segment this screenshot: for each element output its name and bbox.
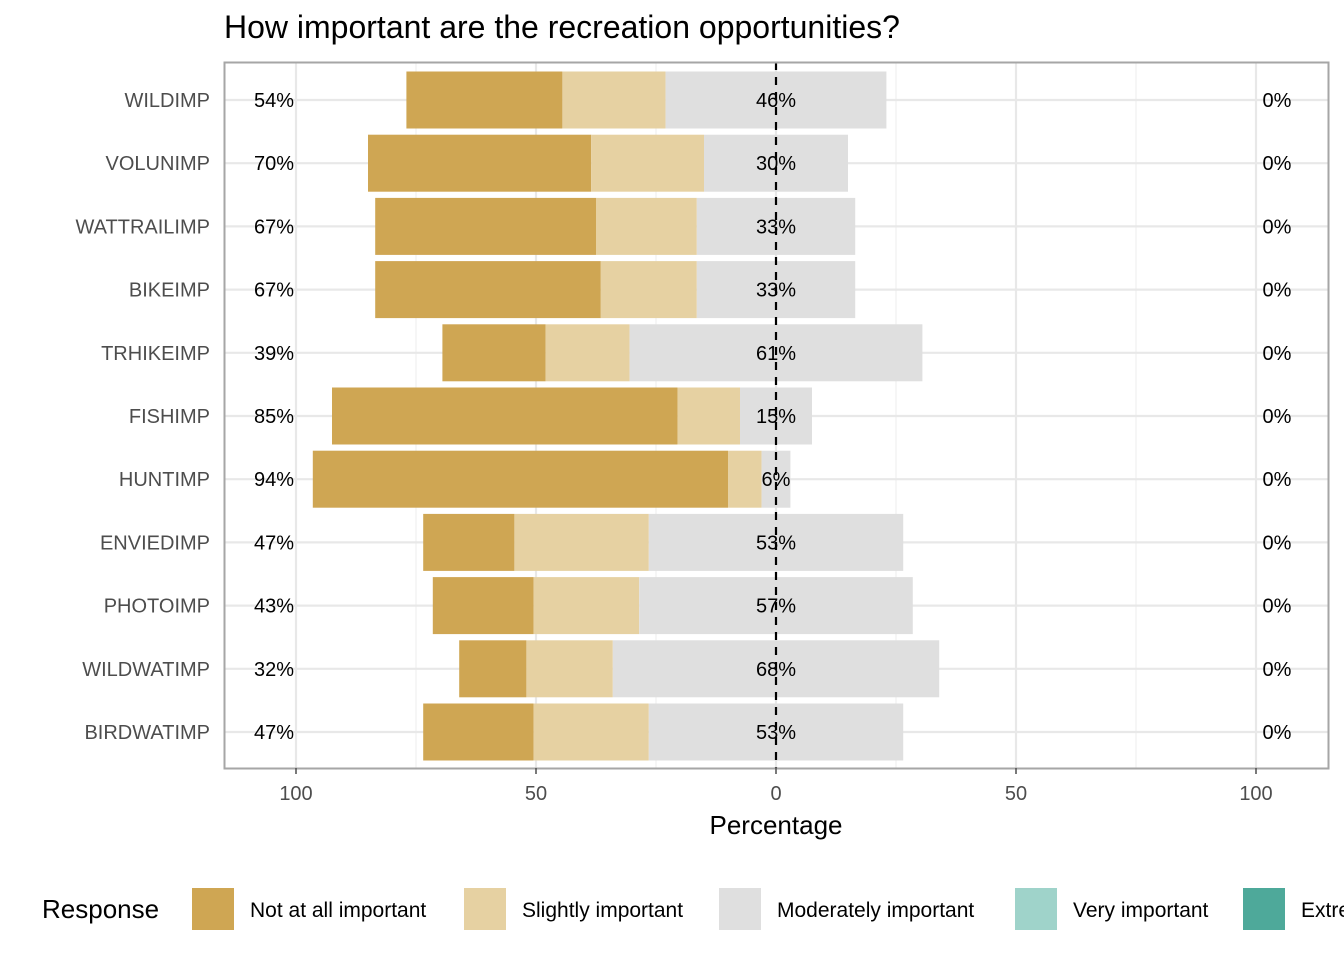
percent-label-right: 0% [1263, 406, 1292, 428]
legend-label: Slightly important [522, 899, 683, 922]
percent-label-left: 54% [254, 90, 294, 112]
category-label: ENVIEDIMP [100, 532, 210, 554]
bar-slightly-important [533, 577, 640, 635]
legend-label: Not at all important [250, 899, 426, 922]
legend-label: Moderately important [777, 899, 974, 922]
percent-label-right: 0% [1263, 90, 1292, 112]
percent-label-right: 0% [1263, 343, 1292, 365]
bars-layer [312, 71, 940, 761]
category-label: VOLUNIMP [106, 153, 210, 175]
percent-label-right: 0% [1263, 722, 1292, 744]
legend-label: Extre [1301, 899, 1344, 922]
legend-key [1243, 888, 1285, 930]
bar-not-at-all-important [375, 197, 596, 255]
category-label: WATTRAILIMP [76, 216, 210, 238]
percent-label-center: 33% [756, 216, 796, 238]
bar-not-at-all-important [406, 71, 563, 129]
bar-not-at-all-important [432, 577, 534, 635]
legend-key [192, 888, 234, 930]
percent-label-right: 0% [1263, 596, 1292, 618]
bar-slightly-important [562, 71, 666, 129]
bar-not-at-all-important [375, 261, 601, 319]
percent-label-right: 0% [1263, 153, 1292, 175]
x-tick-label: 0 [770, 783, 781, 805]
percent-label-left: 85% [254, 406, 294, 428]
category-label: PHOTOIMP [104, 596, 210, 618]
bar-slightly-important [533, 703, 649, 761]
bar-not-at-all-important [423, 513, 515, 571]
percent-label-right: 0% [1263, 280, 1292, 302]
bar-slightly-important [526, 640, 613, 698]
bar-slightly-important [728, 450, 762, 508]
percent-label-left: 94% [254, 469, 294, 491]
percent-label-right: 0% [1263, 469, 1292, 491]
category-labels: WILDIMP VOLUNIMP WATTRAILIMP BIKEIMP TRHIKEI… [76, 90, 210, 744]
bar-slightly-important [600, 261, 697, 319]
category-label: WILDIMP [124, 90, 210, 112]
percent-label-center: 53% [756, 532, 796, 554]
x-tick-label: 100 [279, 783, 312, 805]
percent-label-center: 15% [756, 406, 796, 428]
bar-not-at-all-important [423, 703, 534, 761]
chart-title: How important are the recreation opportu… [224, 9, 900, 45]
percent-label-center: 33% [756, 280, 796, 302]
percent-label-center: 68% [756, 659, 796, 681]
percent-labels: 54% 46% 0% 70% 30% 0% 67% 33% 0% 67% 33% 0% 39% 61% 0%… [254, 90, 1292, 744]
percent-label-center: 30% [756, 153, 796, 175]
legend-key [464, 888, 506, 930]
percent-label-center: 61% [756, 343, 796, 365]
percent-label-left: 70% [254, 153, 294, 175]
percent-label-left: 39% [254, 343, 294, 365]
percent-label-right: 0% [1263, 659, 1292, 681]
percent-label-left: 32% [254, 659, 294, 681]
percent-label-left: 47% [254, 722, 294, 744]
percent-label-left: 67% [254, 216, 294, 238]
category-label: WILDWATIMP [82, 659, 210, 681]
category-label: FISHIMP [129, 406, 210, 428]
percent-label-center: 6% [762, 469, 791, 491]
percent-label-center: 57% [756, 596, 796, 618]
bar-not-at-all-important [332, 387, 678, 445]
x-tick-label: 50 [1005, 783, 1027, 805]
legend: Response Not at all important Slightly im… [42, 888, 1344, 930]
bar-slightly-important [545, 324, 630, 382]
bar-not-at-all-important [312, 450, 728, 508]
bar-not-at-all-important [368, 134, 592, 192]
x-tick-label: 100 [1239, 783, 1272, 805]
bar-slightly-important [677, 387, 740, 445]
category-label: HUNTIMP [119, 469, 210, 491]
x-tick-label: 50 [525, 783, 547, 805]
legend-title: Response [42, 894, 159, 924]
percent-label-left: 47% [254, 532, 294, 554]
percent-label-left: 67% [254, 280, 294, 302]
percent-label-center: 46% [756, 90, 796, 112]
bar-slightly-important [514, 513, 649, 571]
bar-slightly-important [596, 197, 697, 255]
category-label: BIRDWATIMP [84, 722, 210, 744]
legend-label: Very important [1073, 899, 1209, 922]
percent-label-left: 43% [254, 596, 294, 618]
legend-key [1015, 888, 1057, 930]
percent-label-right: 0% [1263, 216, 1292, 238]
legend-key [719, 888, 761, 930]
category-label: TRHIKEIMP [101, 343, 210, 365]
x-axis-title: Percentage [710, 810, 843, 840]
bar-not-at-all-important [442, 324, 546, 382]
percent-label-center: 53% [756, 722, 796, 744]
percent-label-right: 0% [1263, 532, 1292, 554]
bar-not-at-all-important [459, 640, 527, 698]
category-label: BIKEIMP [129, 280, 210, 302]
bar-slightly-important [591, 134, 704, 192]
x-tick-labels: 100 50 0 50 100 [279, 768, 1273, 805]
